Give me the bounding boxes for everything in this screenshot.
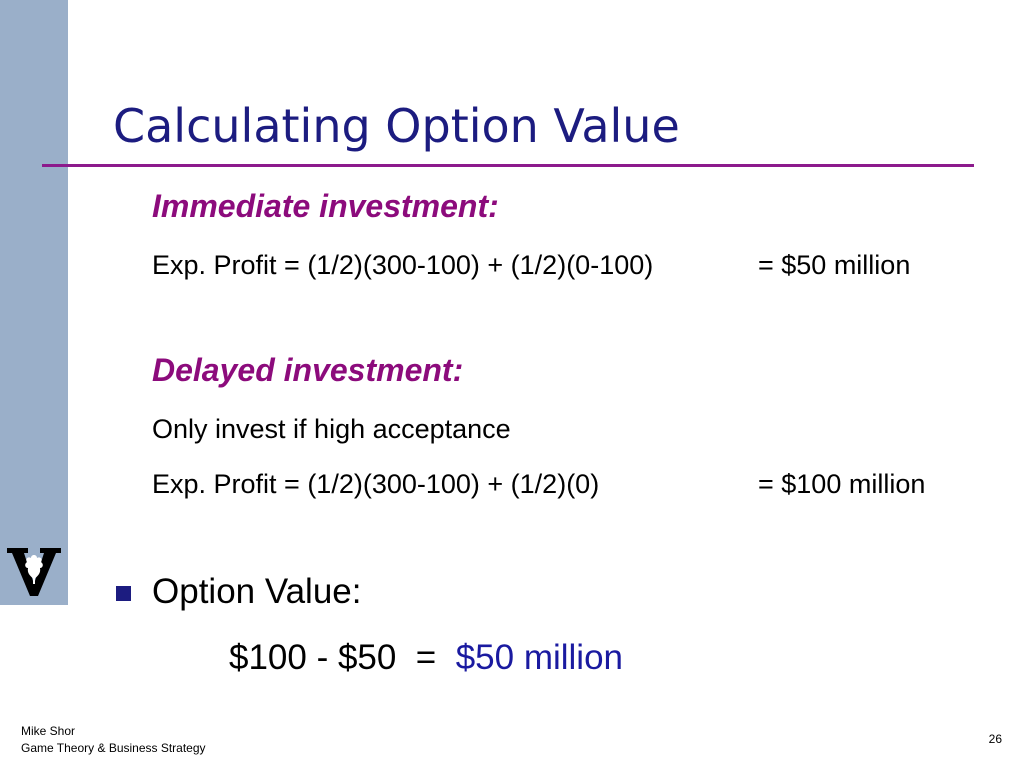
- option-value-label: Option Value:: [152, 572, 362, 611]
- slide-title: Calculating Option Value: [113, 99, 680, 153]
- delayed-profit-line: Exp. Profit = (1/2)(300-100) + (1/2)(0) =…: [152, 467, 925, 501]
- sidebar-band: [0, 0, 68, 605]
- square-bullet-icon: [116, 586, 131, 601]
- immediate-investment-heading: Immediate investment:: [152, 188, 499, 224]
- footer-author: Mike Shor: [21, 724, 76, 738]
- vanderbilt-logo-icon: [7, 548, 61, 596]
- immediate-profit-formula: Exp. Profit = (1/2)(300-100) + (1/2)(0-1…: [152, 250, 654, 280]
- option-value-result: $50 million: [455, 638, 624, 677]
- delayed-investment-heading: Delayed investment:: [152, 352, 464, 388]
- page-number: 26: [988, 732, 1002, 746]
- option-value-calculation: $100 - $50 = $50 million: [229, 636, 623, 680]
- option-value-expression: $100 - $50 =: [229, 638, 456, 677]
- immediate-profit-line: Exp. Profit = (1/2)(300-100) + (1/2)(0-1…: [152, 248, 910, 282]
- delayed-condition-text: Only invest if high acceptance: [152, 414, 511, 444]
- title-divider: [42, 164, 974, 167]
- footer-course: Game Theory & Business Strategy: [21, 741, 206, 755]
- delayed-profit-result: = $100 million: [758, 469, 926, 499]
- delayed-profit-formula: Exp. Profit = (1/2)(300-100) + (1/2)(0): [152, 469, 600, 499]
- immediate-profit-result: = $50 million: [758, 250, 911, 280]
